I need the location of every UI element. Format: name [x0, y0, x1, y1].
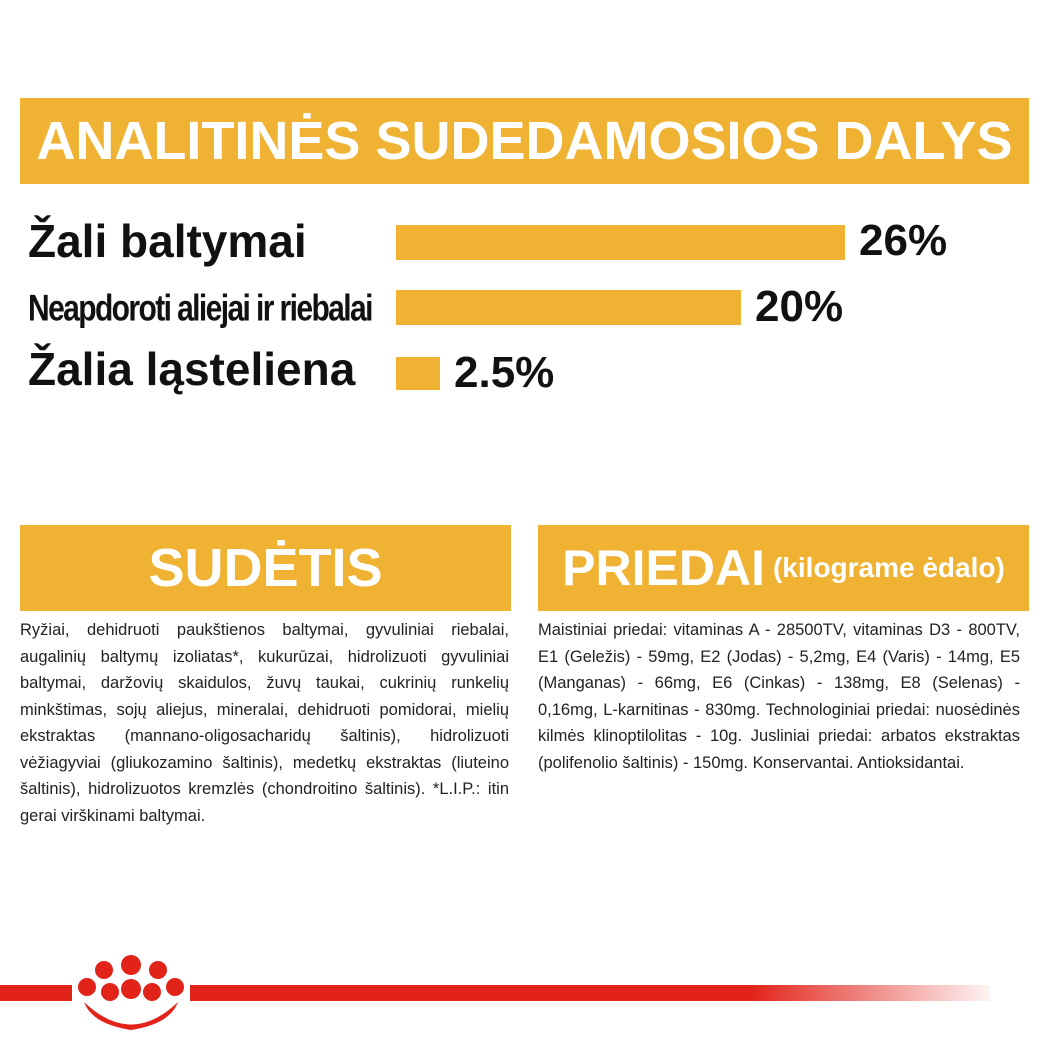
additives-subtitle: (kilograme ėdalo) — [772, 552, 1005, 583]
composition-banner: SUDĖTIS — [20, 525, 511, 611]
nutrient-label-fibre: Žalia ląsteliena — [28, 343, 356, 395]
nutrient-value-protein: 26% — [859, 216, 948, 265]
royal-canin-crown-logo-icon — [78, 955, 184, 1030]
additives-title: PRIEDAI — [562, 540, 765, 596]
composition-title: SUDĖTIS — [148, 538, 383, 598]
footer-line-right — [190, 985, 990, 1001]
nutrient-bar-protein — [396, 225, 845, 260]
analysis-banner: ANALITINĖS SUDEDAMOSIOS DALYS — [20, 98, 1029, 184]
additives-text: Maistiniai priedai: vitaminas A - 28500T… — [538, 621, 1020, 772]
footer-line-left — [0, 985, 72, 1001]
analysis-title: ANALITINĖS SUDEDAMOSIOS DALYS — [36, 111, 1013, 171]
nutrient-label-protein: Žali baltymai — [28, 215, 307, 267]
additives-banner: PRIEDAI (kilograme ėdalo) — [538, 525, 1029, 611]
composition-text: Ryžiai, dehidruoti paukštienos baltymai,… — [20, 621, 509, 825]
nutrient-bar-fibre — [396, 357, 440, 390]
nutrient-value-fibre: 2.5% — [454, 348, 555, 397]
nutrient-label-fat: Neapdoroti aliejai ir riebalai — [28, 288, 373, 330]
nutrient-value-fat: 20% — [755, 282, 844, 331]
nutrient-bar-fat — [396, 290, 741, 325]
